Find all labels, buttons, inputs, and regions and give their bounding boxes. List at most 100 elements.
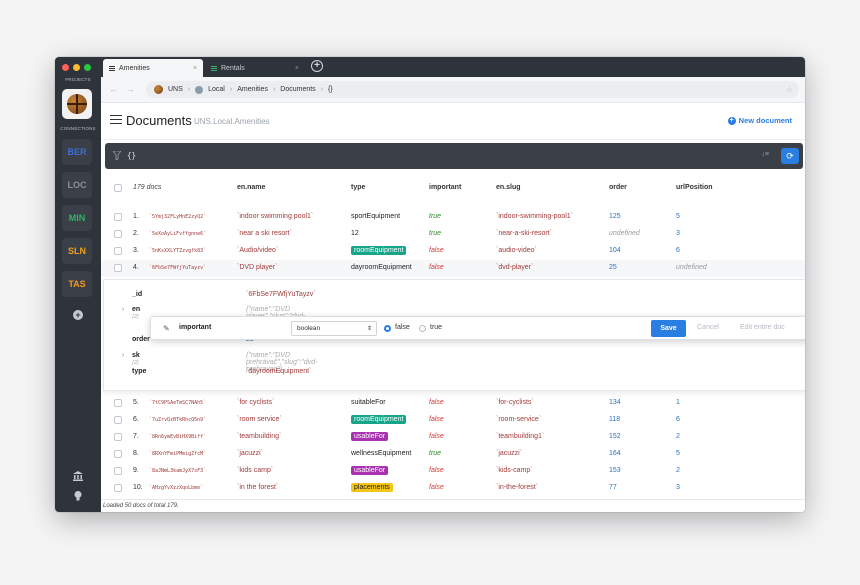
row-slug[interactable]: `in-the-forest` — [496, 484, 539, 491]
row-order[interactable]: undefined — [609, 230, 640, 237]
row-id[interactable]: `5nKsXXLYTZzvgfk83` — [149, 248, 207, 254]
add-connection-icon[interactable]: + — [73, 310, 83, 320]
lightbulb-icon[interactable] — [55, 491, 101, 504]
breadcrumb-collection[interactable]: Amenities — [237, 86, 268, 93]
row-url-position[interactable]: 3 — [676, 484, 680, 491]
query-input[interactable]: {} — [127, 151, 137, 160]
row-id[interactable]: `5Ymj32FLyHnE2zyQ2` — [149, 214, 207, 220]
row-order[interactable]: 25 — [609, 264, 617, 271]
row-important[interactable]: true — [429, 450, 442, 457]
field-type-value[interactable]: `dayroomEquipment` — [246, 368, 312, 375]
connection-sln[interactable]: SLN — [62, 238, 92, 264]
refresh-button[interactable]: ⟳ — [781, 148, 799, 164]
row-type[interactable]: usableFor — [351, 432, 389, 441]
row-checkbox[interactable] — [114, 264, 122, 272]
forward-arrow-icon[interactable]: → — [126, 84, 143, 94]
breadcrumb-query[interactable]: {} — [328, 86, 333, 93]
row-important[interactable]: true — [429, 230, 442, 237]
row-type[interactable]: roomEquipment — [351, 415, 407, 424]
sort-icon[interactable]: ↓≡ — [761, 151, 769, 158]
row-checkbox[interactable] — [114, 247, 122, 255]
table-row[interactable]: 4. `6FbSe7FWfjYuTayzv` `DVD player` dayroom… — [101, 260, 805, 277]
row-order[interactable]: 77 — [609, 484, 617, 491]
row-checkbox[interactable] — [114, 450, 122, 458]
table-row[interactable]: 10. `AHzgYvXzzXqoLbme` `in the forest` plac… — [101, 480, 805, 497]
row-name[interactable]: `near a ski resort` — [237, 230, 292, 237]
row-type[interactable]: dayroomEquipment — [351, 264, 412, 271]
row-name[interactable]: `indoor swimming pool1` — [237, 213, 314, 220]
row-name[interactable]: `teambuilding` — [237, 433, 282, 440]
row-slug[interactable]: `dvd-player` — [496, 264, 534, 271]
breadcrumb-project[interactable]: UNS — [168, 86, 183, 93]
breadcrumb-connection[interactable]: Local — [208, 86, 225, 93]
table-row[interactable]: 2. `5eXoAyLiFvffgnne6` `near a ski resort`… — [101, 226, 805, 243]
row-order[interactable]: 134 — [609, 399, 621, 406]
column-order[interactable]: order — [609, 184, 627, 191]
project-logo[interactable] — [62, 89, 92, 119]
row-id[interactable]: `7uZrvQzBTkRhcQ5n9` — [149, 417, 207, 423]
row-url-position[interactable]: 2 — [676, 467, 680, 474]
radio-true[interactable] — [419, 325, 426, 332]
row-type[interactable]: suitableFor — [351, 399, 386, 406]
row-important[interactable]: true — [429, 213, 442, 220]
row-url-position[interactable]: 5 — [676, 450, 680, 457]
row-order[interactable]: 153 — [609, 467, 621, 474]
star-icon[interactable]: ☆ — [785, 85, 793, 94]
type-select[interactable]: boolean ⇕ — [291, 321, 377, 336]
radio-false[interactable] — [384, 325, 391, 332]
expand-sk-icon[interactable]: › — [122, 352, 125, 359]
close-tab-icon[interactable]: × — [192, 64, 197, 72]
menu-icon[interactable] — [110, 115, 122, 124]
expand-en-icon[interactable]: › — [122, 306, 125, 313]
row-url-position[interactable]: 2 — [676, 433, 680, 440]
column-en-slug[interactable]: en.slug — [496, 184, 521, 191]
row-important[interactable]: false — [429, 247, 444, 254]
row-id[interactable]: `7tC9PSAeTmSC7NAh5` — [149, 400, 207, 406]
row-name[interactable]: `for cyclists` — [237, 399, 275, 406]
save-button[interactable]: Save — [651, 320, 686, 337]
row-url-position[interactable]: 6 — [676, 247, 680, 254]
row-order[interactable]: 104 — [609, 247, 621, 254]
row-type[interactable]: wellnessEquipment — [351, 450, 411, 457]
breadcrumb-documents[interactable]: Documents — [280, 86, 316, 93]
row-slug[interactable]: `room-service` — [496, 416, 542, 423]
row-order[interactable]: 164 — [609, 450, 621, 457]
row-name[interactable]: `kids camp` — [237, 467, 274, 474]
table-row[interactable]: 3. `5nKsXXLYTZzvgfk83` `Audio/video` roomEq… — [101, 243, 805, 260]
column-url-position[interactable]: urlPosition — [676, 184, 713, 191]
row-slug[interactable]: `kids-camp` — [496, 467, 533, 474]
row-slug[interactable]: `audio-video` — [496, 247, 537, 254]
row-slug[interactable]: `jacuzzi` — [496, 450, 523, 457]
field-sk-value[interactable]: {"name":"DVD prehrávač","slug":"dvd-preh… — [246, 352, 318, 373]
row-id[interactable]: `8Rn6ymEvBiHX9Biff` — [149, 434, 207, 440]
row-id[interactable]: `8aJNmL3kamJyX7sF3` — [149, 468, 207, 474]
back-arrow-icon[interactable]: ← — [109, 84, 126, 94]
row-name[interactable]: `jacuzzi` — [237, 450, 264, 457]
row-type[interactable]: usableFor — [351, 466, 389, 475]
close-tab-icon[interactable]: × — [294, 64, 299, 72]
table-row[interactable]: 5. `7tC9PSAeTmSC7NAh5` `for cyclists` suita… — [101, 395, 805, 412]
row-name[interactable]: `Audio/video` — [237, 247, 279, 254]
row-important[interactable]: false — [429, 416, 444, 423]
field-en-key[interactable]: en {2} — [132, 306, 140, 320]
row-url-position[interactable]: 6 — [676, 416, 680, 423]
table-row[interactable]: 1. `5Ymj32FLyHnE2zyQ2` `indoor swimming po… — [101, 209, 805, 226]
row-checkbox[interactable] — [114, 484, 122, 492]
row-checkbox[interactable] — [114, 230, 122, 238]
row-id[interactable]: `6FbSe7FWfjYuTayzv` — [149, 265, 207, 271]
connection-ber[interactable]: BER — [62, 139, 92, 165]
row-id[interactable]: `8RXnYFmiPMmigZfcM` — [149, 451, 207, 457]
row-id[interactable]: `5eXoAyLiFvffgnne6` — [149, 231, 207, 237]
tab-rentals[interactable]: Rentals × — [205, 59, 305, 77]
row-id[interactable]: `AHzgYvXzzXqoLbme` — [149, 485, 204, 491]
column-en-name[interactable]: en.name — [237, 184, 266, 191]
cancel-button[interactable]: Cancel — [697, 324, 719, 331]
row-type[interactable]: 12 — [351, 230, 359, 237]
connection-tas[interactable]: TAS — [62, 271, 92, 297]
tab-amenities[interactable]: Amenities × — [103, 59, 203, 77]
row-slug[interactable]: `teambuilding1` — [496, 433, 545, 440]
table-row[interactable]: 6. `7uZrvQzBTkRhcQ5n9` `room service` roomE… — [101, 412, 805, 429]
field-id-value[interactable]: `6FbSe7FWfjYuTayzv` — [246, 291, 316, 298]
new-document-button[interactable]: + New document — [727, 116, 792, 125]
row-order[interactable]: 152 — [609, 433, 621, 440]
